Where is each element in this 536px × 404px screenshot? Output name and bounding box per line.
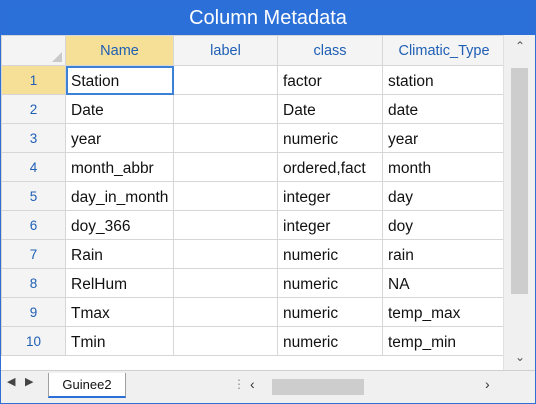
cell-class[interactable]: factor bbox=[277, 65, 383, 95]
cell-name[interactable]: Rain bbox=[65, 239, 174, 269]
cell-label[interactable] bbox=[173, 297, 278, 327]
triangle-right-icon[interactable]: ▶ bbox=[25, 376, 34, 388]
row-header[interactable]: 5 bbox=[1, 181, 66, 211]
cell-label[interactable] bbox=[173, 65, 278, 95]
sheet-tab-bar: ◀ ▶ Guinee2 ⋮ ‹ › bbox=[1, 370, 535, 403]
table-row: 3 year numeric year bbox=[1, 123, 503, 153]
column-header-name[interactable]: Name bbox=[65, 35, 174, 66]
cell-name[interactable]: Station bbox=[65, 65, 174, 95]
cell-climatic-type[interactable]: month bbox=[382, 152, 503, 182]
table-row: 9 Tmax numeric temp_max bbox=[1, 297, 503, 327]
cell-class[interactable]: ordered,fact bbox=[277, 152, 383, 182]
horizontal-scroll-thumb[interactable] bbox=[272, 379, 364, 395]
table-row: 5 day_in_month integer day bbox=[1, 181, 503, 211]
cell-climatic-type[interactable]: temp_min bbox=[382, 326, 503, 356]
cell-label[interactable] bbox=[173, 210, 278, 240]
window-title: Column Metadata bbox=[1, 1, 535, 35]
cell-climatic-type[interactable]: rain bbox=[382, 239, 503, 269]
cell-name[interactable]: Tmin bbox=[65, 326, 174, 356]
table-row: 2 Date Date date bbox=[1, 94, 503, 124]
select-all-corner[interactable] bbox=[1, 35, 66, 66]
cell-name[interactable]: RelHum bbox=[65, 268, 174, 298]
table-row: 1 Station factor station bbox=[1, 65, 503, 95]
chevron-up-icon[interactable]: ⌃ bbox=[514, 39, 526, 53]
cell-climatic-type[interactable]: day bbox=[382, 181, 503, 211]
row-header[interactable]: 8 bbox=[1, 268, 66, 298]
column-header-climatic-type[interactable]: Climatic_Type bbox=[382, 35, 503, 66]
cell-label[interactable] bbox=[173, 152, 278, 182]
cell-class[interactable]: numeric bbox=[277, 123, 383, 153]
cell-name[interactable]: doy_366 bbox=[65, 210, 174, 240]
cell-name[interactable]: year bbox=[65, 123, 174, 153]
metadata-table: Name label class Climatic_Type 1 Station f… bbox=[1, 35, 503, 356]
cell-climatic-type[interactable]: station bbox=[382, 65, 503, 95]
cell-climatic-type[interactable]: temp_max bbox=[382, 297, 503, 327]
table-row: 6 doy_366 integer doy bbox=[1, 210, 503, 240]
row-header[interactable]: 7 bbox=[1, 239, 66, 269]
header-row: Name label class Climatic_Type bbox=[1, 35, 503, 66]
chevron-down-icon[interactable]: ⌄ bbox=[514, 350, 526, 364]
vertical-scrollbar[interactable]: ⌃ ⌄ bbox=[503, 35, 535, 370]
cell-class[interactable]: integer bbox=[277, 181, 383, 211]
row-header[interactable]: 2 bbox=[1, 94, 66, 124]
vertical-scroll-thumb[interactable] bbox=[511, 68, 528, 294]
row-header[interactable]: 9 bbox=[1, 297, 66, 327]
row-header[interactable]: 3 bbox=[1, 123, 66, 153]
row-header[interactable]: 10 bbox=[1, 326, 66, 356]
tab-splitter-handle[interactable]: ⋮ bbox=[233, 377, 246, 391]
cell-climatic-type[interactable]: year bbox=[382, 123, 503, 153]
cell-class[interactable]: Date bbox=[277, 94, 383, 124]
cell-name[interactable]: Tmax bbox=[65, 297, 174, 327]
triangle-left-icon[interactable]: ◀ bbox=[7, 376, 16, 388]
cell-climatic-type[interactable]: doy bbox=[382, 210, 503, 240]
chevron-right-icon[interactable]: › bbox=[485, 376, 490, 392]
cell-label[interactable] bbox=[173, 239, 278, 269]
cell-name[interactable]: Date bbox=[65, 94, 174, 124]
cell-class[interactable]: integer bbox=[277, 210, 383, 240]
corner-triangle-icon bbox=[52, 52, 62, 62]
column-header-class[interactable]: class bbox=[277, 35, 383, 66]
sheet-tab-guinee2[interactable]: Guinee2 bbox=[48, 373, 126, 398]
table-row: 4 month_abbr ordered,fact month bbox=[1, 152, 503, 182]
row-header[interactable]: 4 bbox=[1, 152, 66, 182]
metadata-grid: Name label class Climatic_Type 1 Station f… bbox=[1, 35, 503, 370]
cell-class[interactable]: numeric bbox=[277, 239, 383, 269]
cell-climatic-type[interactable]: NA bbox=[382, 268, 503, 298]
table-row: 8 RelHum numeric NA bbox=[1, 268, 503, 298]
cell-label[interactable] bbox=[173, 123, 278, 153]
cell-climatic-type[interactable]: date bbox=[382, 94, 503, 124]
chevron-left-icon[interactable]: ‹ bbox=[250, 376, 255, 392]
table-row: 7 Rain numeric rain bbox=[1, 239, 503, 269]
cell-label[interactable] bbox=[173, 181, 278, 211]
row-header[interactable]: 6 bbox=[1, 210, 66, 240]
cell-label[interactable] bbox=[173, 94, 278, 124]
cell-label[interactable] bbox=[173, 268, 278, 298]
cell-name[interactable]: month_abbr bbox=[65, 152, 174, 182]
cell-class[interactable]: numeric bbox=[277, 326, 383, 356]
table-row: 10 Tmin numeric temp_min bbox=[1, 326, 503, 356]
cell-class[interactable]: numeric bbox=[277, 297, 383, 327]
cell-name[interactable]: day_in_month bbox=[65, 181, 174, 211]
row-header[interactable]: 1 bbox=[1, 65, 66, 95]
cell-class[interactable]: numeric bbox=[277, 268, 383, 298]
cell-label[interactable] bbox=[173, 326, 278, 356]
column-header-label[interactable]: label bbox=[173, 35, 278, 66]
